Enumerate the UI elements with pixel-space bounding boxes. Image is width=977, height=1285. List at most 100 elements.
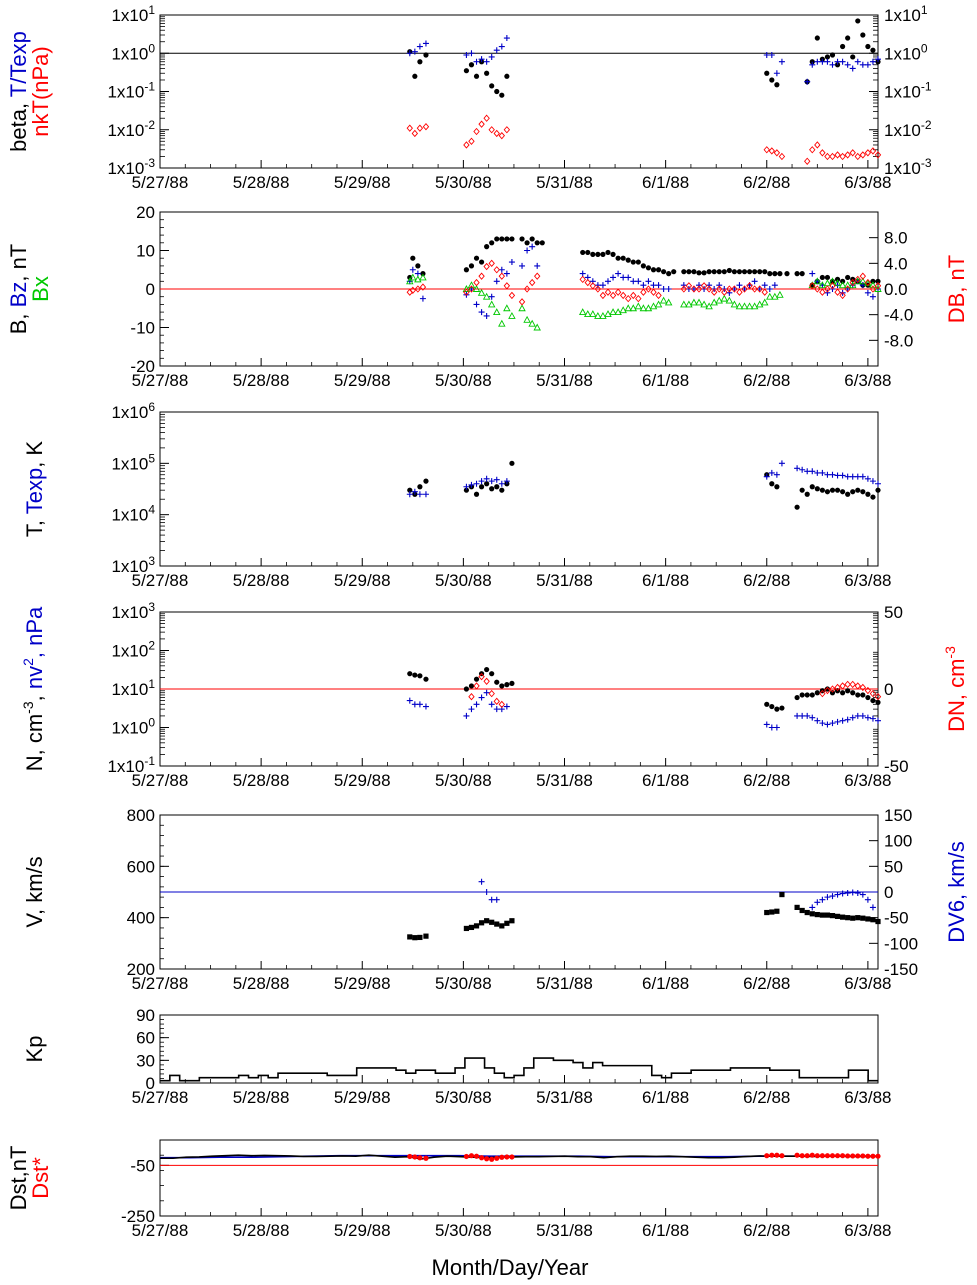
data-point (814, 717, 821, 724)
data-point (406, 124, 413, 132)
data-point (498, 700, 506, 709)
data-point (478, 694, 485, 701)
data-point (711, 269, 717, 275)
data-point (751, 285, 758, 293)
data-point (769, 77, 775, 83)
data-point (716, 282, 723, 289)
data-point (494, 1155, 500, 1161)
data-point (849, 889, 856, 896)
data-point (834, 683, 841, 692)
data-point (814, 690, 820, 696)
data-point (715, 296, 723, 304)
series-red (406, 114, 882, 165)
data-point (645, 265, 652, 271)
data-point (411, 701, 418, 708)
data-point (814, 1153, 820, 1159)
data-point (414, 275, 422, 283)
data-point (534, 262, 541, 269)
data-point (482, 292, 491, 300)
data-point (483, 677, 490, 685)
data-point (468, 62, 475, 68)
data-point (736, 288, 743, 296)
y-tick-label-left: -10 (130, 319, 155, 338)
x-tick-label: 6/1/88 (642, 771, 689, 790)
data-point (838, 281, 847, 289)
data-point (504, 920, 510, 926)
panel-magnetic-field: 20 10 0 -10 -20 8.0 4.0 0.0 -4.0 -8.0 5/27/88 5/28/… (6, 203, 969, 390)
data-point (865, 1153, 871, 1159)
y-tick-label-right: 0 (884, 883, 893, 902)
data-point (419, 295, 426, 302)
x-tick-label: 5/29/88 (334, 173, 391, 192)
x-tick-label: 5/30/88 (435, 571, 492, 590)
data-point (859, 712, 866, 719)
data-point (414, 285, 422, 293)
data-point (778, 152, 786, 161)
data-point (840, 43, 846, 50)
series-blue (406, 460, 881, 498)
data-point (799, 466, 806, 473)
data-point (804, 909, 810, 916)
data-point (860, 915, 866, 921)
data-point (875, 918, 881, 925)
data-point (859, 683, 867, 692)
plot-frame (159, 1139, 879, 1217)
data-point (629, 304, 638, 312)
data-point (756, 285, 763, 293)
series-red (406, 259, 882, 306)
data-point (494, 484, 500, 490)
series-red (407, 1152, 881, 1162)
data-point (799, 907, 805, 914)
data-point (869, 281, 877, 289)
data-point (488, 293, 495, 300)
x-tick-label: 6/2/88 (743, 371, 790, 390)
data-point (809, 484, 815, 490)
data-point (829, 690, 836, 696)
data-point (503, 478, 510, 485)
data-point (635, 259, 641, 265)
data-point (493, 476, 500, 483)
series-blue (406, 35, 881, 85)
data-point (839, 890, 846, 897)
data-point (716, 285, 723, 293)
data-point (487, 300, 496, 308)
data-point (478, 1155, 485, 1161)
data-point (463, 288, 470, 296)
data-point (844, 286, 851, 292)
x-tick-label: 6/3/88 (844, 1221, 891, 1240)
data-point (493, 706, 500, 713)
data-point (865, 491, 871, 497)
y-axis-title-left-2: Dst* (28, 1157, 53, 1199)
data-point (845, 688, 851, 694)
data-point (854, 682, 861, 690)
data-point (415, 263, 421, 269)
data-point (579, 275, 586, 284)
data-point (809, 1152, 815, 1158)
data-point (854, 58, 861, 65)
data-point (665, 286, 672, 292)
x-tick-label: 6/3/88 (844, 974, 891, 993)
data-point (680, 285, 688, 293)
data-point (850, 915, 856, 921)
data-point (406, 277, 414, 285)
data-point (864, 475, 871, 482)
data-point (864, 896, 871, 903)
data-point (416, 43, 423, 50)
data-point (417, 484, 423, 490)
data-point (423, 933, 429, 939)
data-point (809, 468, 816, 475)
data-point (686, 269, 692, 275)
y-axis-title-left-2: Bx (28, 276, 53, 302)
data-point (840, 914, 846, 920)
y-tick-label-left: 1x104 (111, 503, 155, 525)
data-point (529, 236, 535, 242)
y-tick-label-left: 30 (136, 1051, 155, 1070)
data-point (864, 289, 871, 296)
data-point (864, 278, 872, 287)
data-point (721, 288, 728, 296)
data-point (864, 61, 871, 68)
data-point (731, 269, 738, 275)
data-point (869, 904, 876, 911)
data-point (769, 1152, 775, 1158)
data-point (814, 285, 821, 293)
